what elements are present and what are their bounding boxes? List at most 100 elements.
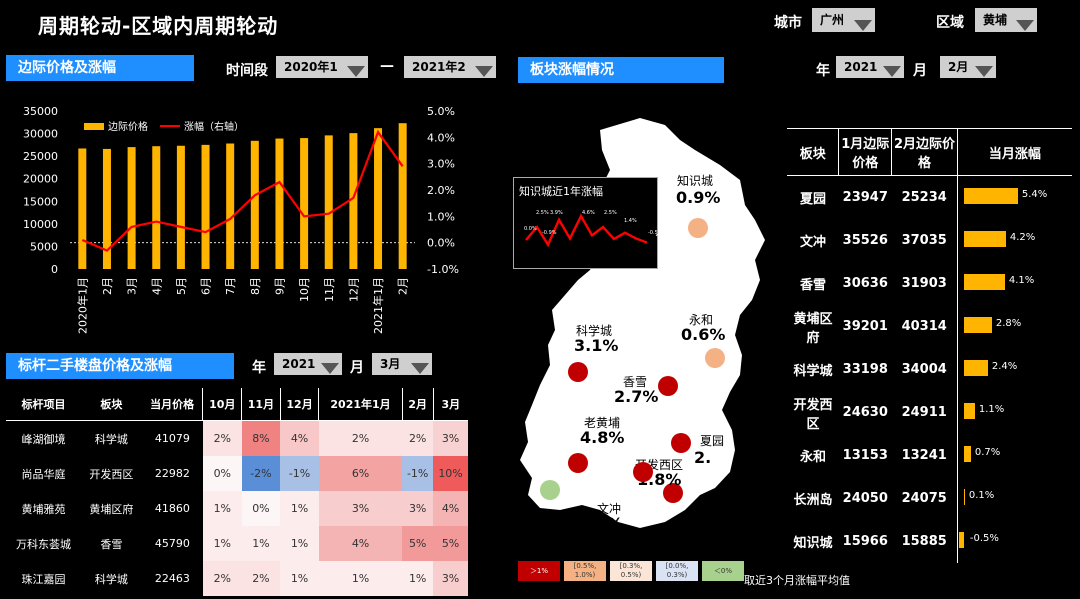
table-cell: 3% [433, 561, 468, 596]
bar [102, 148, 111, 269]
map-point-name: 老黄埔 [584, 416, 621, 430]
chevron-down-icon [975, 66, 993, 77]
left-axis-tick-label: 10000 [23, 218, 58, 231]
map-point-name: 香雪 [623, 375, 648, 389]
right-axis-tick-label: 4.0% [427, 131, 455, 144]
table-header-cell: 12月 [279, 388, 319, 421]
map-year-label: 年 [816, 63, 830, 79]
table-cell: 1% [402, 561, 434, 596]
period-end-value: 2021年2月 [412, 60, 466, 96]
bar [226, 143, 235, 269]
right-axis-tick-label: 3.0% [427, 158, 455, 171]
bar [127, 147, 136, 269]
period-start-dropdown[interactable]: 2020年1月 [276, 56, 368, 96]
table-row: 香雪 30636 31903 4.1% [787, 262, 1072, 305]
map-point-name: 知识城 [677, 174, 714, 188]
map-point-name: 夏园 [700, 434, 725, 448]
block-change-table: 板块 1月边际价格 2月边际价格 当月涨幅 夏园 23947 25234 5.4% 文冲 355… [787, 128, 1072, 563]
map-point-marker[interactable] [540, 480, 560, 500]
x-axis-tick-label: 8月 [249, 277, 262, 295]
table-cell: 4% [433, 491, 468, 526]
period-separator: — [380, 58, 394, 74]
table-cell: 尚品华庭 [21, 467, 66, 481]
table-cell: 科学城 [94, 432, 128, 446]
inset-data-label: -0.9% [542, 230, 557, 236]
bar [275, 138, 284, 269]
table-cell: 2% [241, 561, 281, 596]
map-point-marker[interactable] [671, 433, 691, 453]
table-cell: 黄埔区府 [793, 311, 833, 346]
table-header-cell: 板块 [81, 388, 142, 421]
period-end-dropdown[interactable]: 2021年2月 [404, 56, 496, 96]
legend-bar-swatch [84, 123, 104, 130]
x-axis-tick-label: 6月 [200, 277, 213, 295]
change-bar-cell: 4.1% [956, 262, 1072, 305]
change-bar-cell: 0.1% [956, 477, 1072, 520]
table-cell: 黄埔雅苑 [21, 502, 66, 516]
table-cell: 41079 [154, 432, 190, 445]
x-axis-tick-label: 2月 [101, 277, 114, 295]
marginal-panel-title: 边际价格及涨幅 [6, 55, 194, 81]
table-cell: 万科东荟城 [16, 537, 72, 551]
table-cell: 2% [202, 420, 242, 456]
table-row: 开发西区 24630 24911 1.1% [787, 391, 1072, 434]
map-point-marker[interactable] [568, 362, 588, 382]
district-dropdown[interactable]: 黄埔区 [975, 8, 1037, 51]
table-cell: 1% [241, 526, 281, 561]
map-point-marker[interactable] [663, 483, 683, 503]
table-cell: 2% [318, 420, 403, 456]
table-header-cell: 当月价格 [141, 388, 203, 421]
table-cell: 1% [202, 491, 242, 526]
map-point-marker[interactable] [568, 453, 588, 473]
map-point-value: 2% [596, 514, 624, 533]
table-cell: 33198 [842, 362, 888, 377]
table-cell: 峰湖御境 [21, 432, 66, 446]
bar [300, 138, 309, 269]
city-dropdown[interactable]: 广州 [812, 8, 875, 32]
map-point-marker[interactable] [688, 218, 708, 238]
table-cell: 珠江嘉园 [21, 572, 66, 586]
map-month-dropdown[interactable]: 2月 [940, 56, 996, 78]
chevron-down-icon [347, 66, 365, 77]
table-cell: 知识城 [793, 536, 833, 551]
table-header-cell: 2月边际价格 [891, 128, 958, 176]
map-point-marker[interactable] [633, 462, 653, 482]
map-point-value: 4.8% [580, 428, 625, 447]
change-value: 0.7% [974, 447, 1001, 458]
table-cell: 香雪 [799, 278, 826, 293]
table-cell: 13241 [901, 448, 947, 463]
change-bar [963, 360, 988, 376]
inset-line [525, 213, 648, 248]
table-row: 万科东荟城 香雪 45790 1% 1% 1% 4% 5% 5% [6, 526, 468, 561]
table-cell: 永和 [799, 450, 826, 465]
bar [398, 123, 407, 269]
table-cell: 34004 [901, 362, 947, 377]
map-point-value: 0.6% [681, 325, 726, 344]
table-cell: 4% [280, 420, 319, 456]
table-header-cell: 10月 [202, 388, 242, 421]
map-legend-note: 取近3个月涨幅平均值 [744, 574, 850, 587]
change-value: 2.4% [991, 361, 1018, 372]
change-bar-cell: 5.4% [956, 175, 1072, 219]
table-row: 文冲 35526 37035 4.2% [787, 219, 1072, 262]
table-cell: 22982 [154, 467, 190, 480]
map-point-value: 0.9% [676, 188, 721, 207]
map-point-value: 2.7% [614, 387, 659, 406]
benchmark-month-dropdown[interactable]: 3月 [372, 353, 432, 375]
table-cell: 8% [241, 420, 281, 456]
bar [349, 133, 358, 269]
benchmark-year-dropdown[interactable]: 2021年 [274, 353, 342, 393]
map-year-dropdown[interactable]: 2021年 [836, 56, 904, 96]
table-cell: 35526 [842, 233, 888, 248]
table-cell: 开发西区 [793, 397, 833, 432]
map-point-marker[interactable] [705, 348, 725, 368]
table-header-cell: 板块 [787, 128, 839, 176]
table-cell: 37035 [901, 233, 947, 248]
map-point-marker[interactable] [658, 376, 678, 396]
left-axis-tick-label: 20000 [23, 173, 58, 186]
table-cell: 23947 [842, 190, 888, 205]
table-cell: 3% [318, 491, 403, 526]
table-cell: 45790 [154, 537, 190, 550]
left-axis-tick-label: 15000 [23, 195, 58, 208]
table-cell: 10% [433, 456, 468, 491]
